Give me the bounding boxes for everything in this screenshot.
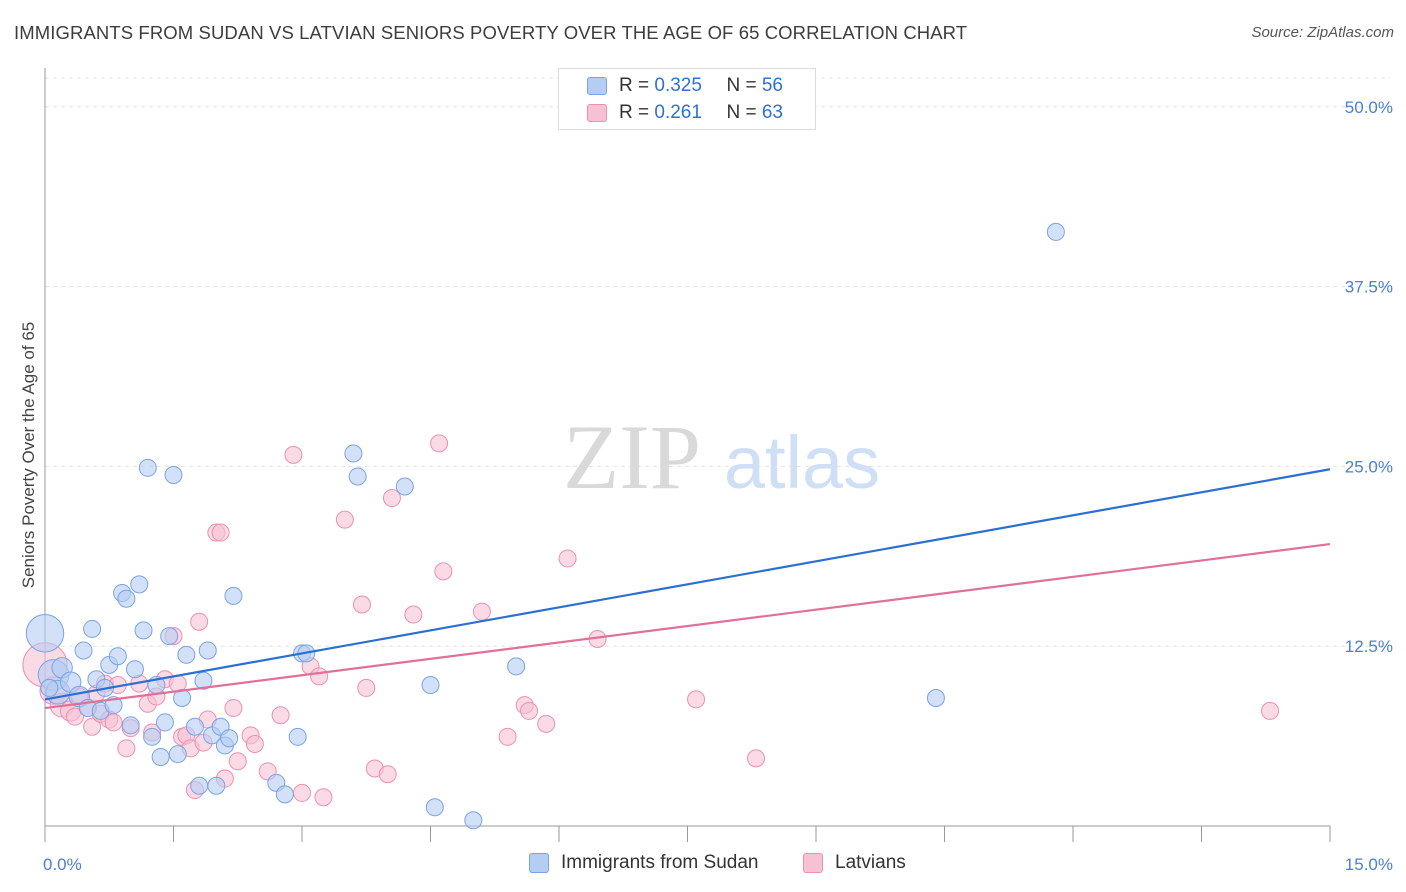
sudan-point-49	[421, 676, 440, 695]
latvians-point-62	[1261, 701, 1280, 720]
legend-swatch-latvians	[587, 104, 607, 122]
trend-lines	[44, 468, 1331, 710]
sudan-point-19	[130, 575, 149, 594]
latvians-point-33	[224, 699, 243, 718]
watermark: ZIP atlas	[563, 406, 880, 508]
sudan-point-52	[507, 657, 526, 676]
latvians-point-52	[434, 562, 453, 581]
legend-r-label: R =	[619, 75, 655, 96]
sudan-point-50	[425, 798, 444, 817]
legend-r-value-sudan: 0.325	[654, 75, 702, 96]
latvians-point-56	[520, 701, 539, 720]
sudan-point-24	[151, 747, 170, 766]
sudan-point-16	[117, 589, 136, 608]
latvians-point-49	[382, 489, 401, 508]
sudan-point-21	[138, 458, 157, 477]
y-axis-label: Seniors Poverty Over the Age of 65	[19, 322, 38, 588]
series-legend: Immigrants from Sudan Latvians	[0, 850, 1406, 880]
watermark-atlas: atlas	[724, 421, 880, 504]
sudan-point-34	[198, 641, 217, 660]
legend-label-latvians: Latvians	[835, 852, 906, 873]
sudan-point-54	[1046, 222, 1065, 241]
latvians-point-50	[404, 605, 423, 624]
sudan-point-53	[926, 688, 945, 707]
sudan-point-40	[224, 586, 243, 605]
legend-swatch-latvians	[803, 853, 823, 873]
x-tick-label-1: 15.0%	[1345, 855, 1393, 874]
latvians-point-14	[117, 739, 136, 758]
y-tick-label-3: 50.0%	[1345, 98, 1393, 117]
sudan-point-51	[464, 811, 483, 830]
sudan-point-26	[160, 627, 179, 646]
sudan-point-27	[164, 466, 183, 485]
sudan-point-0	[25, 614, 65, 653]
sudan-point-43	[288, 727, 307, 746]
sudan-point-28	[168, 745, 187, 764]
legend-n-label: N =	[726, 102, 762, 123]
sudan-point-17	[121, 716, 140, 735]
legend-n-value-sudan: 56	[761, 75, 783, 96]
sudan-point-32	[190, 776, 209, 795]
y-tick-label-1: 25.0%	[1345, 457, 1393, 476]
sudan-trend-line	[44, 468, 1331, 701]
latvians-point-45	[352, 595, 371, 614]
sudan-point-47	[348, 467, 367, 486]
sudan-point-39	[220, 729, 239, 748]
latvians-point-36	[245, 735, 264, 754]
latvians-point-7	[83, 717, 102, 736]
latvians-point-34	[228, 752, 247, 771]
sudan-point-31	[185, 717, 204, 736]
latvians-point-46	[357, 678, 376, 697]
legend-n-value-latvians: 63	[761, 102, 783, 123]
latvians-point-57	[537, 714, 556, 733]
tick-labels: 12.5% 25.0% 37.5% 50.0% 0.0% 15.0%	[43, 98, 1393, 874]
sudan-point-55	[40, 678, 59, 697]
latvians-point-43	[314, 788, 333, 807]
y-tick-label-2: 37.5%	[1345, 278, 1393, 297]
latvians-point-4	[65, 707, 84, 726]
chart-source: Source: ZipAtlas.com	[1251, 24, 1394, 41]
x-tick-label-0: 0.0%	[43, 855, 82, 874]
latvians-point-58	[558, 549, 577, 568]
latvians-point-31	[211, 523, 230, 542]
sudan-point-46	[344, 444, 363, 463]
sudan-point-8	[83, 619, 102, 638]
sudan-point-14	[108, 647, 127, 666]
legend-label-sudan: Immigrants from Sudan	[561, 852, 759, 873]
latvians-point-42	[310, 667, 329, 686]
latvians-point-48	[378, 765, 397, 784]
correlation-legend: R = 0.325 N = 56 R = 0.261 N = 63	[558, 68, 816, 130]
grid-layer	[45, 77, 1390, 647]
latvians-point-39	[284, 445, 303, 464]
legend-r-label: R =	[619, 102, 655, 123]
latvians-point-40	[293, 783, 311, 802]
legend-r-value-latvians: 0.261	[654, 102, 702, 123]
legend-swatch-sudan	[529, 853, 549, 873]
sudan-point-18	[125, 660, 144, 679]
y-tick-label-0: 12.5%	[1345, 637, 1393, 656]
sudan-point-42	[275, 785, 294, 804]
legend-swatch-sudan	[587, 77, 607, 95]
sudan-point-22	[143, 727, 162, 746]
sudan-point-33	[194, 671, 213, 690]
latvians-point-60	[687, 690, 706, 709]
latvians-point-27	[190, 612, 209, 631]
sudan-point-36	[207, 776, 226, 795]
latvians-trend-line	[44, 542, 1331, 710]
sudan-point-20	[134, 621, 153, 640]
latvians-point-44	[335, 510, 354, 529]
latvians-point-54	[498, 727, 517, 746]
legend-n-label: N =	[726, 75, 762, 96]
sudan-point-6	[74, 641, 93, 660]
sudan-point-48	[395, 477, 414, 496]
watermark-zip: ZIP	[563, 406, 701, 508]
latvians-point-61	[747, 749, 766, 768]
latvians-point-38	[271, 706, 290, 725]
latvians-point-53	[472, 602, 491, 621]
chart-title: IMMIGRANTS FROM SUDAN VS LATVIAN SENIORS…	[14, 22, 968, 43]
latvians-point-51	[430, 434, 449, 453]
sudan-point-25	[155, 713, 174, 732]
sudan-point-30	[177, 645, 196, 664]
